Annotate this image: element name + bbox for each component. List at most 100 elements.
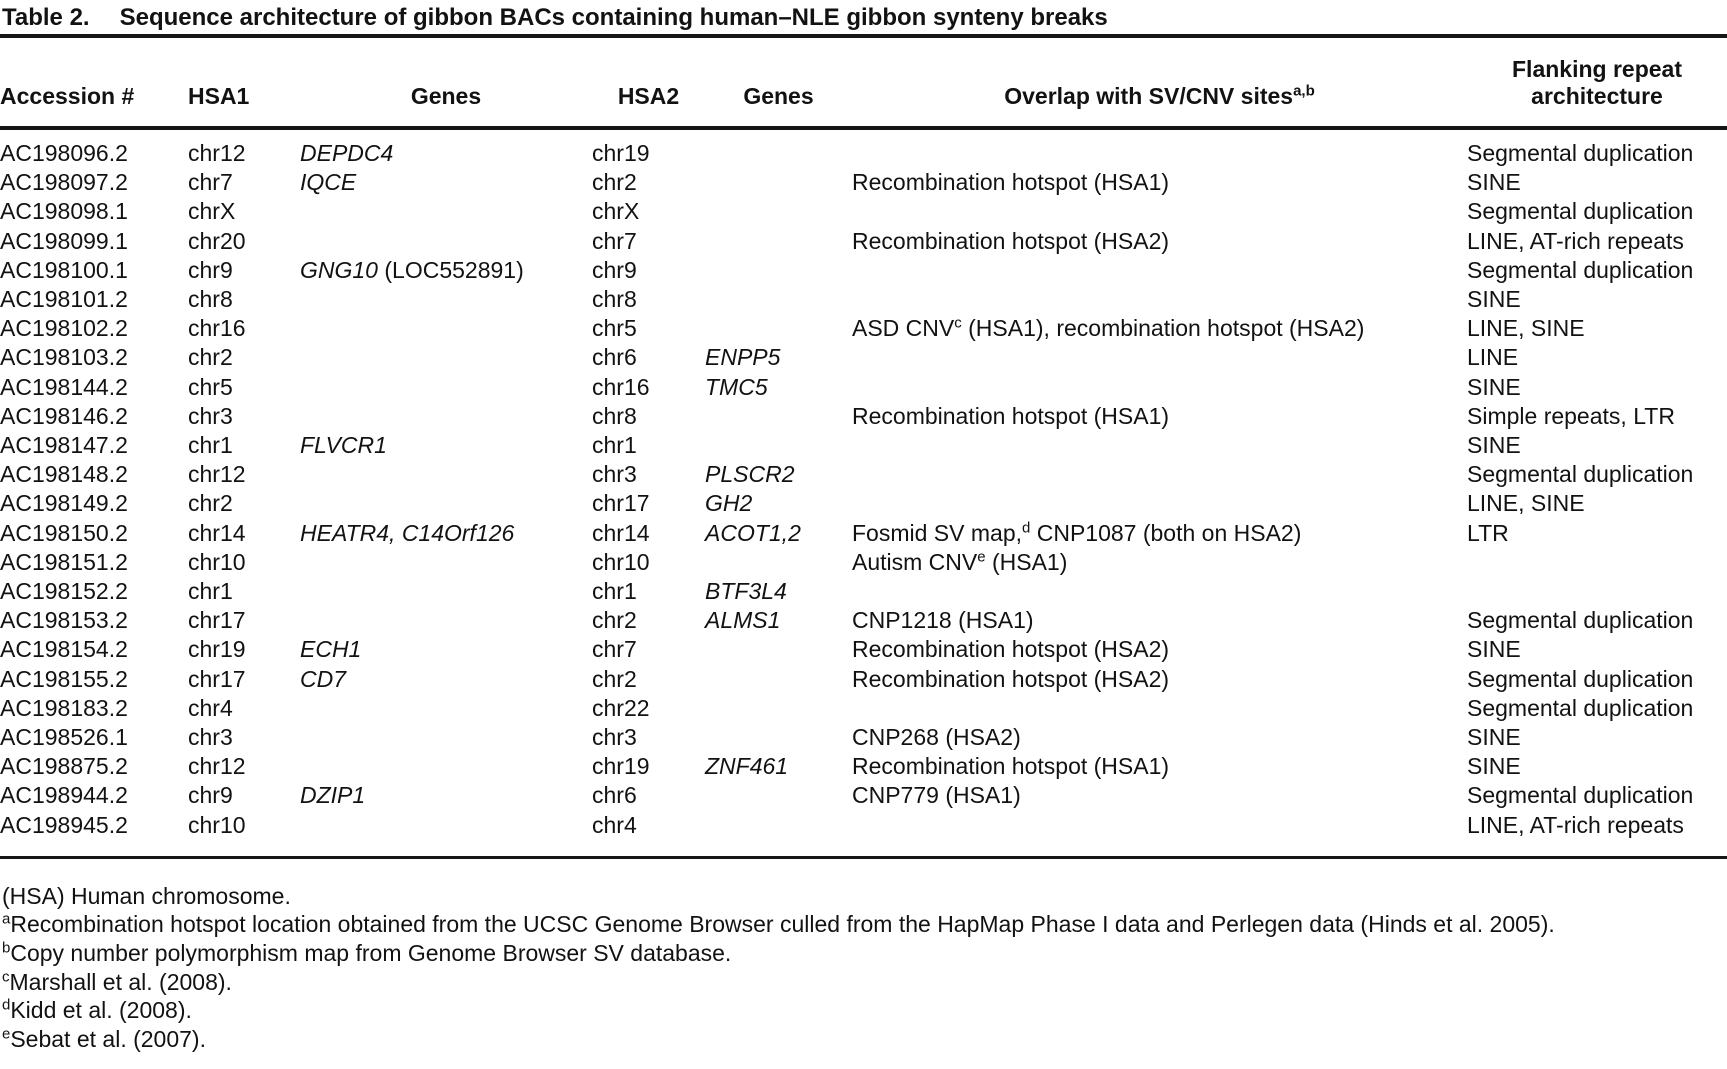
gene-name-italic: GH2 [705, 490, 753, 517]
cell-overlap: Autism CNVe (HSA1) [852, 548, 1068, 575]
table-row: AC198100.1 chr9 GNG10 (LOC552891) chr9 S… [0, 256, 1727, 285]
cell-accession: AC198103.2 [0, 344, 128, 371]
cell-accession: AC198100.1 [0, 256, 128, 283]
cell-flanking: LINE, AT-rich repeats [1467, 227, 1684, 254]
cell-hsa1: chr12 [188, 461, 246, 488]
table-row: AC198154.2 chr19 ECH1 chr7 Recombination… [0, 635, 1727, 664]
cell-genes-hsa1: CD7 [300, 665, 592, 694]
footnote-b: bCopy number polymorphism map from Genom… [2, 939, 732, 967]
cell-hsa2: chr22 [592, 694, 650, 721]
gene-name-regular: (LOC552891) [377, 256, 524, 283]
cell-overlap: ASD CNVc (HSA1), recombination hotspot (… [852, 314, 1365, 342]
cell-hsa1: chr17 [188, 665, 246, 692]
gene-name-italic: ACOT1,2 [705, 519, 801, 546]
table-row: AC198103.2 chr2 chr6 ENPP5 LINE [0, 343, 1727, 372]
table-row: AC198148.2 chr12 chr3 PLSCR2 Segmental d… [0, 460, 1727, 489]
cell-flanking: LINE, SINE [1467, 315, 1585, 342]
gene-name-italic: HEATR4, C14Orf126 [300, 519, 515, 546]
cell-genes-hsa2 [705, 694, 852, 723]
cell-flanking: LINE [1467, 344, 1519, 371]
cell-genes-hsa1 [300, 577, 592, 606]
col-header-hsa1: HSA1 [188, 38, 300, 130]
cell-hsa1: chr16 [188, 315, 246, 342]
cell-genes-hsa1 [300, 752, 592, 781]
table-row: AC198944.2 chr9 DZIP1 chr6 CNP779 (HSA1)… [0, 781, 1727, 810]
cell-hsa2: chr2 [592, 665, 637, 692]
table-row: AC198146.2 chr3 chr8 Recombination hotsp… [0, 402, 1727, 431]
table-row: AC198153.2 chr17 chr2 ALMS1 CNP1218 (HSA… [0, 606, 1727, 635]
cell-hsa1: chr9 [188, 782, 233, 809]
cell-hsa2: chr17 [592, 490, 650, 517]
table-row: AC198096.2 chr12 DEPDC4 chr19 Segmental … [0, 128, 1727, 168]
cell-accession: AC198096.2 [0, 140, 128, 166]
cell-overlap: Fosmid SV map,d CNP1087 (both on HSA2) [852, 518, 1302, 546]
gene-name-italic: FLVCR1 [300, 432, 387, 459]
cell-hsa2: chr19 [592, 753, 650, 780]
cell-hsa2: chr10 [592, 548, 650, 575]
cell-overlap: Recombination hotspot (HSA1) [852, 402, 1170, 429]
cell-genes-hsa2 [705, 256, 852, 285]
table-row: AC198102.2 chr16 chr5 ASD CNVc (HSA1), r… [0, 314, 1727, 343]
cell-hsa2: chr14 [592, 519, 650, 546]
cell-genes-hsa1 [300, 227, 592, 256]
cell-genes-hsa2: ENPP5 [705, 343, 852, 372]
gene-name-italic: PLSCR2 [705, 461, 795, 488]
footnote-c: cMarshall et al. (2008). [2, 968, 232, 995]
cell-genes-hsa2 [705, 168, 852, 197]
cell-overlap [852, 577, 1467, 606]
cell-flanking: SINE [1467, 724, 1521, 751]
cell-hsa1: chr3 [188, 402, 233, 429]
cell-accession: AC198098.1 [0, 198, 128, 225]
cell-flanking: Segmental duplication [1467, 607, 1694, 634]
gene-name-italic: GNG10 [300, 256, 378, 283]
divider-top [0, 34, 1727, 38]
cell-hsa1: chrX [188, 198, 236, 225]
cell-genes-hsa1 [300, 606, 592, 635]
cell-accession: AC198526.1 [0, 724, 128, 751]
table-body: AC198096.2 chr12 DEPDC4 chr19 Segmental … [0, 128, 1727, 856]
table-row: AC198526.1 chr3 chr3 CNP268 (HSA2) SINE [0, 723, 1727, 752]
col-header-genes-hsa1: Genes [300, 38, 592, 130]
cell-hsa2: chr3 [592, 461, 637, 488]
cell-accession: AC198101.2 [0, 286, 128, 313]
table-row: AC198149.2 chr2 chr17 GH2 LINE, SINE [0, 489, 1727, 518]
cell-overlap: CNP1218 (HSA1) [852, 607, 1034, 634]
cell-hsa2: chrX [592, 198, 640, 225]
table-title-text: Sequence architecture of gibbon BACs con… [119, 4, 1108, 31]
table-row: AC198155.2 chr17 CD7 chr2 Recombination … [0, 665, 1727, 694]
overlap-footnote-marker: d [1022, 518, 1031, 536]
table-row: AC198152.2 chr1 chr1 BTF3L4 [0, 577, 1727, 606]
cell-hsa1: chr8 [188, 286, 233, 313]
cell-accession: AC198875.2 [0, 753, 128, 780]
cell-hsa2: chr19 [592, 140, 650, 166]
cell-overlap: Recombination hotspot (HSA2) [852, 636, 1170, 663]
cell-flanking: LINE, AT-rich repeats [1467, 811, 1684, 838]
table-header-row: Accession # HSA1 Genes HSA2 Genes Overla… [0, 38, 1727, 130]
cell-flanking: SINE [1467, 286, 1521, 313]
cell-genes-hsa2: ALMS1 [705, 606, 852, 635]
cell-hsa2: chr4 [592, 811, 637, 838]
cell-genes-hsa2 [705, 781, 852, 810]
table-row: AC198099.1 chr20 chr7 Recombination hots… [0, 227, 1727, 256]
cell-genes-hsa1: IQCE [300, 168, 592, 197]
cell-hsa1: chr14 [188, 519, 246, 546]
cell-flanking: Segmental duplication [1467, 256, 1694, 283]
cell-flanking: SINE [1467, 753, 1521, 780]
cell-overlap: CNP268 (HSA2) [852, 724, 1021, 751]
cell-flanking: SINE [1467, 432, 1521, 459]
table-row: AC198101.2 chr8 chr8 SINE [0, 285, 1727, 314]
cell-genes-hsa1 [300, 723, 592, 752]
cell-genes-hsa1 [300, 694, 592, 723]
table-row: AC198098.1 chrX chrX Segmental duplicati… [0, 197, 1727, 226]
table-row: AC198183.2 chr4 chr22 Segmental duplicat… [0, 694, 1727, 723]
gene-name-italic: DZIP1 [300, 782, 366, 809]
gene-name-italic: IQCE [300, 169, 357, 196]
gene-name-italic: CD7 [300, 665, 347, 692]
cell-overlap: Recombination hotspot (HSA2) [852, 665, 1170, 692]
cell-genes-hsa2: ACOT1,2 [705, 519, 852, 548]
col-header-flanking: Flanking repeat architecture [1467, 38, 1727, 130]
cell-genes-hsa2: TMC5 [705, 373, 852, 402]
cell-genes-hsa1 [300, 460, 592, 489]
cell-genes-hsa2 [705, 197, 852, 226]
gene-name-italic: ENPP5 [705, 344, 781, 371]
